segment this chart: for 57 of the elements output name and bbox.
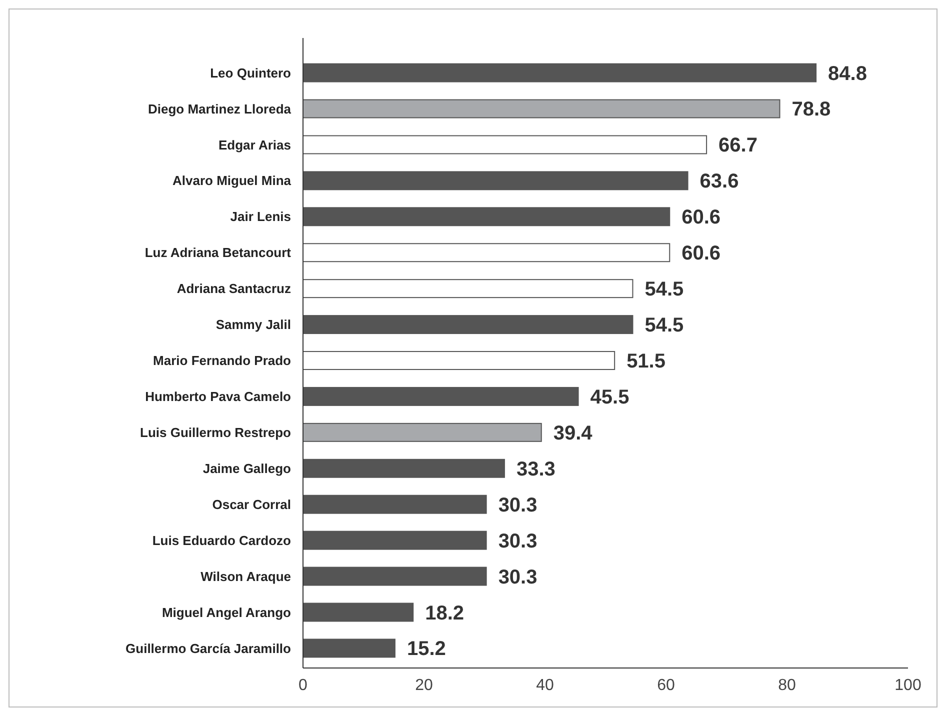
x-tick-label: 60 <box>657 677 675 694</box>
y-tick-label: Diego Martinez Lloreda <box>148 101 292 116</box>
y-tick-label: Leo Quintero <box>210 65 292 80</box>
x-tick-label: 0 <box>298 677 308 694</box>
y-tick-label: Jaime Gallego <box>202 460 292 476</box>
y-tick-label: Oscar Corral <box>212 496 291 512</box>
bar <box>302 351 616 370</box>
data-label: 18.2 <box>425 602 464 624</box>
x-tick-label: 40 <box>536 677 554 694</box>
bar <box>302 63 817 82</box>
bar <box>302 243 670 262</box>
x-tick-label: 80 <box>778 677 796 694</box>
data-label: 51.5 <box>626 350 666 372</box>
bar <box>302 315 634 334</box>
bar <box>302 494 487 514</box>
data-label: 39.4 <box>553 422 594 444</box>
data-label: 30.3 <box>498 494 538 516</box>
y-tick-label: Luis Eduardo Cardozo <box>152 532 292 548</box>
data-label: 63.6 <box>700 170 739 193</box>
bar <box>302 207 670 226</box>
bar <box>302 171 688 190</box>
data-label: 30.3 <box>498 530 538 552</box>
y-tick-label: Sammy Jalil <box>216 317 291 332</box>
bar <box>302 99 780 118</box>
y-tick-label: Humberto Pava Camelo <box>145 389 292 404</box>
data-label: 54.5 <box>644 314 684 337</box>
data-label: 45.5 <box>590 386 630 408</box>
data-label: 33.3 <box>516 458 556 480</box>
y-tick-label: Alvaro Miguel Mina <box>172 173 292 188</box>
bar <box>302 602 414 622</box>
bar <box>302 135 708 154</box>
x-tick-label: 100 <box>894 677 922 694</box>
bar <box>302 566 487 586</box>
y-tick-label: Luz Adriana Betancourt <box>144 245 292 260</box>
bar <box>302 458 505 478</box>
data-label: 84.8 <box>828 62 867 85</box>
y-tick-label: Miguel Angel Arango <box>162 604 292 620</box>
data-label: 15.2 <box>406 638 446 660</box>
bar <box>302 422 542 442</box>
data-label: 30.3 <box>498 566 538 588</box>
y-tick-label: Mario Fernando Prado <box>153 353 292 368</box>
data-label: 54.5 <box>644 278 684 301</box>
bar <box>302 386 579 406</box>
y-tick-label: Edgar Arias <box>218 137 291 152</box>
y-tick-label: Jair Lenis <box>230 209 291 224</box>
data-label: 78.8 <box>792 98 831 121</box>
data-label: 60.6 <box>682 242 721 265</box>
x-tick-label: 20 <box>415 677 433 694</box>
y-tick-label: Guillermo García Jaramillo <box>126 640 292 656</box>
bar <box>302 279 634 298</box>
y-tick-label: Adriana Santacruz <box>176 281 292 296</box>
bar <box>302 530 487 550</box>
y-tick-label: Wilson Araque <box>200 568 291 584</box>
data-label: 60.6 <box>682 206 721 229</box>
y-tick-label: Luis Guillermo Restrepo <box>140 424 292 440</box>
data-label: 66.7 <box>718 134 758 157</box>
bar <box>302 638 396 658</box>
